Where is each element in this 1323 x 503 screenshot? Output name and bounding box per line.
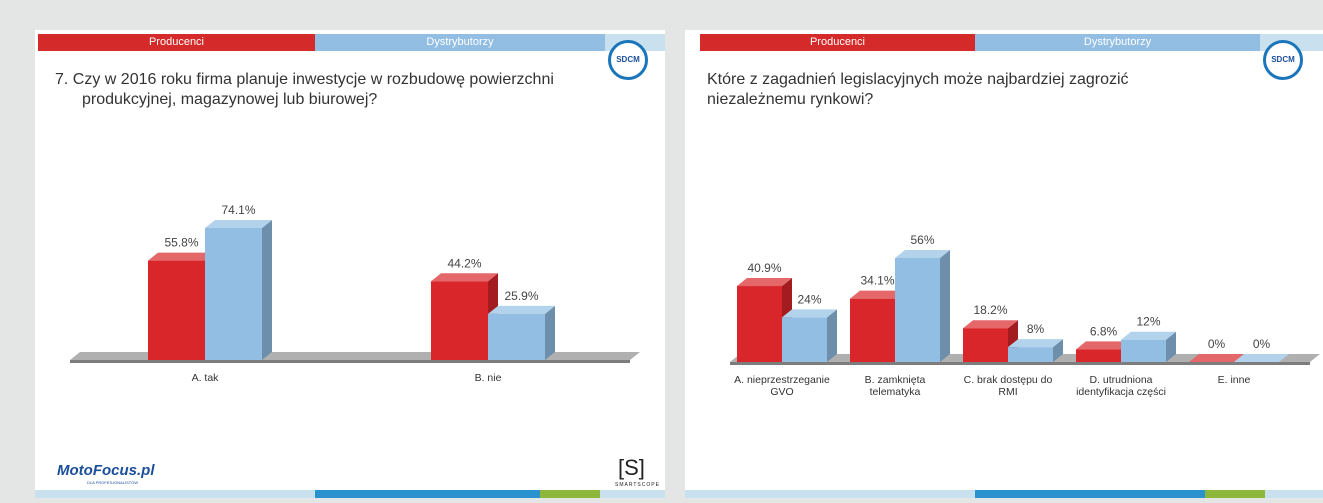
value-label: 18.2% <box>973 303 1007 317</box>
bar-top <box>737 278 792 287</box>
x-tick-label: D. utrudniona identyfikacja części <box>1076 374 1166 398</box>
value-label: 12% <box>1136 315 1160 329</box>
value-label: 74.1% <box>221 203 255 217</box>
slide: 55.8% 74.1% 44.2% 25.9% MotoFocus.pl DLA PR… <box>35 30 665 498</box>
value-label: 8% <box>1027 322 1045 336</box>
legend-header: Dystrybutorzy <box>975 34 1260 51</box>
bar-side <box>1166 331 1176 362</box>
footer-strip <box>315 490 540 498</box>
bar <box>205 228 262 360</box>
value-label: 44.2% <box>447 256 481 270</box>
footer-strip <box>685 490 975 498</box>
floor-edge <box>730 362 1310 365</box>
chart-title: Które z zagadnień legislacyjnych może na… <box>707 71 1129 108</box>
bar-top <box>1008 339 1063 348</box>
motofocus-logo: MotoFocus.pl <box>57 462 155 479</box>
bar <box>782 317 827 362</box>
value-label: 0% <box>1208 337 1226 351</box>
bar-top <box>488 305 555 314</box>
legend-header: Producenci <box>38 34 315 51</box>
bar-top <box>1121 331 1176 340</box>
bar <box>1076 349 1121 362</box>
footer-strip <box>975 490 1205 498</box>
x-tick-label: C. brak dostępu do RMI <box>963 374 1053 398</box>
smartscope-label: SMARTSCOPE <box>615 482 660 488</box>
bar <box>1121 339 1166 362</box>
bar <box>431 281 488 360</box>
bar-top <box>1234 354 1289 362</box>
bar <box>148 260 205 360</box>
floor-edge <box>70 360 630 363</box>
bar <box>1008 347 1053 362</box>
x-tick-label: B. zamknięta telematyka <box>864 374 926 398</box>
value-label: 55.8% <box>164 236 198 250</box>
bar-side <box>545 305 555 360</box>
footer-strip <box>35 490 315 498</box>
bar <box>963 328 1008 362</box>
x-tick-label: A. tak <box>191 372 219 384</box>
chart: 40.9% 24% 34.1% 56% 18.2% 8% 6.8% 12% 0% 0% <box>730 233 1320 365</box>
bar-top <box>850 290 905 299</box>
bar-top <box>1076 341 1131 350</box>
x-tick-label: B. nie <box>474 372 502 384</box>
bar-side <box>262 220 272 360</box>
legend-header: Producenci <box>700 34 975 51</box>
x-tick-label: E. inne <box>1217 374 1251 386</box>
chart-title: 7. Czy w 2016 roku firma planuje inwesty… <box>55 71 554 108</box>
motofocus-tagline: DLA PROFESJONALISTÓW <box>87 480 139 485</box>
value-label: 40.9% <box>747 261 781 275</box>
bar-side <box>940 250 950 362</box>
value-label: 56% <box>910 233 934 247</box>
value-label: 0% <box>1253 337 1271 351</box>
value-label: 25.9% <box>504 289 538 303</box>
bar <box>737 286 782 362</box>
bar-top <box>895 250 950 258</box>
bar-top <box>963 320 1018 329</box>
legend-header: Dystrybutorzy <box>315 34 605 51</box>
bar <box>850 298 895 362</box>
sdcm-badge: SDCM <box>1263 40 1303 80</box>
bar-top <box>205 220 272 228</box>
sdcm-badge: SDCM <box>608 40 648 80</box>
bar-top <box>782 309 837 318</box>
bar <box>488 313 545 360</box>
footer-strip <box>540 490 600 498</box>
bar-top <box>148 252 215 261</box>
smartscope-mark: [S] <box>618 455 645 480</box>
bar-side <box>827 309 837 362</box>
x-tick-label: A. nieprzestrzeganie GVO <box>734 374 830 398</box>
bar <box>895 258 940 362</box>
chart: 55.8% 74.1% 44.2% 25.9% <box>70 203 640 363</box>
value-label: 24% <box>797 292 821 306</box>
slide: 40.9% 24% 34.1% 56% 18.2% 8% 6.8% 12% 0% 0% Produc… <box>685 30 1323 498</box>
footer-strip <box>600 490 665 498</box>
bar-top <box>1189 354 1244 362</box>
value-label: 34.1% <box>860 274 894 288</box>
value-label: 6.8% <box>1090 324 1118 338</box>
footer-strip <box>1205 490 1265 498</box>
footer-strip <box>1265 490 1323 498</box>
bar-side <box>1053 339 1063 362</box>
bar-top <box>431 273 498 282</box>
